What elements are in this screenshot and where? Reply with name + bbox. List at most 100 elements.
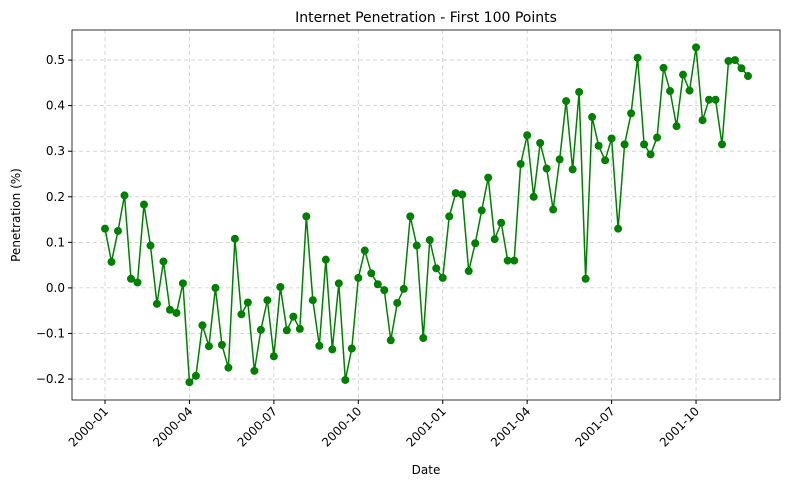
data-point (575, 87, 584, 96)
data-point (640, 140, 649, 149)
data-point (165, 305, 174, 314)
data-point (705, 95, 714, 104)
data-point (536, 139, 545, 148)
y-tick-label: −0.1 (36, 326, 65, 340)
data-point (633, 53, 642, 62)
data-point (744, 72, 752, 81)
data-point (269, 352, 278, 361)
y-axis-label: Penetration (%) (9, 168, 23, 262)
data-point (172, 308, 181, 317)
data-point (451, 189, 460, 198)
data-point (425, 236, 434, 245)
data-point (263, 296, 272, 305)
data-point (685, 86, 694, 95)
data-point (217, 340, 226, 349)
data-point (101, 224, 109, 233)
data-point (614, 224, 623, 233)
data-point (718, 140, 727, 149)
data-point (542, 164, 551, 173)
data-point (497, 218, 506, 227)
data-point (126, 274, 135, 283)
data-point (276, 282, 285, 291)
data-point (406, 212, 415, 221)
data-point (627, 109, 636, 118)
data-point (529, 192, 538, 201)
data-point (113, 226, 122, 235)
data-point (646, 150, 655, 159)
data-point (302, 212, 311, 221)
plot-frame (71, 29, 781, 401)
data-point (692, 43, 701, 52)
data-point (659, 63, 668, 72)
data-point (549, 205, 558, 214)
data-point (328, 345, 337, 354)
data-point (178, 279, 187, 288)
data-point (724, 56, 733, 65)
data-point (159, 257, 168, 266)
data-point (445, 212, 454, 221)
data-point (666, 87, 675, 96)
data-point (458, 190, 467, 199)
x-tick-label: 2001-04 (488, 404, 533, 449)
data-point (588, 113, 597, 122)
data-point (120, 191, 129, 200)
data-point (107, 257, 116, 266)
data-point (289, 312, 298, 321)
data-point (380, 286, 389, 295)
data-point (230, 234, 239, 243)
data-point (679, 70, 688, 79)
data-point (568, 165, 577, 174)
data-point (581, 274, 590, 283)
data-point (243, 298, 252, 307)
data-point (419, 334, 428, 343)
data-point (373, 280, 382, 289)
data-point (139, 200, 148, 209)
chart-title: Internet Penetration - First 100 Points (295, 10, 557, 26)
data-point (620, 140, 629, 149)
data-point (341, 375, 350, 384)
data-point (594, 141, 603, 150)
x-tick-label: 2000-01 (66, 404, 111, 449)
data-point (484, 173, 493, 182)
data-point (224, 363, 233, 372)
y-tick-label: 0.2 (46, 190, 65, 204)
data-point (250, 366, 259, 375)
data-point (282, 326, 291, 335)
data-point (510, 256, 519, 265)
data-line (104, 47, 749, 384)
data-point (204, 342, 213, 351)
data-point (672, 122, 681, 131)
data-point (399, 284, 408, 293)
x-tick-label: 2001-07 (572, 404, 617, 449)
data-point (516, 159, 525, 168)
data-point (601, 156, 610, 165)
x-tick-label: 2001-01 (404, 404, 449, 449)
data-point (503, 256, 512, 265)
data-point (737, 64, 746, 73)
x-tick-label: 2001-10 (657, 404, 702, 449)
data-point (393, 298, 402, 307)
y-tick-label: −0.2 (36, 372, 65, 386)
x-tick-label: 2000-04 (150, 404, 195, 449)
data-point (308, 296, 317, 305)
data-point (698, 116, 707, 125)
data-point (360, 246, 369, 255)
data-point (386, 336, 395, 345)
x-tick-label: 2000-10 (319, 404, 364, 449)
y-tick-label: 0.3 (46, 144, 65, 158)
data-point (152, 299, 161, 308)
data-point (367, 269, 376, 278)
data-point (334, 279, 343, 288)
data-point (256, 325, 265, 334)
y-tick-label: 0.1 (46, 235, 65, 249)
data-point (354, 273, 363, 282)
data-point (562, 97, 571, 106)
data-point (295, 324, 304, 333)
data-point (315, 341, 324, 350)
x-axis-label: Date (412, 463, 441, 477)
data-point (211, 283, 220, 292)
data-point (555, 155, 564, 164)
data-point (198, 321, 207, 330)
data-point (471, 239, 480, 248)
y-tick-label: 0.0 (46, 281, 65, 295)
